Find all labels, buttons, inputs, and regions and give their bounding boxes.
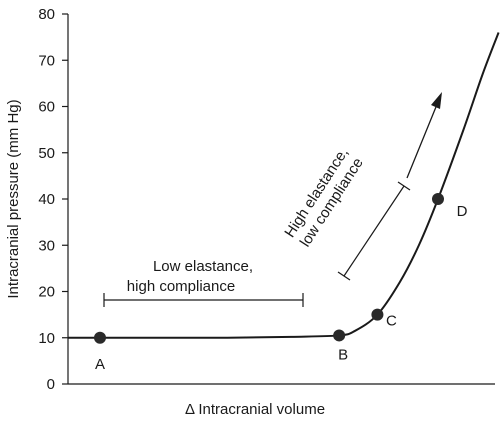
high-elastance-arrow-shaft (406, 101, 439, 179)
low-elastance-label-line2: high compliance (127, 278, 235, 295)
y-ticks: 0 10 20 30 40 50 60 70 80 (38, 6, 68, 393)
y-tick-label: 10 (38, 330, 55, 347)
high-elastance-bracket-start (337, 271, 351, 281)
y-tick-label: 20 (38, 284, 55, 301)
y-tick-label: 0 (47, 376, 55, 393)
point-b (333, 329, 346, 342)
axes (67, 14, 495, 385)
y-tick-label: 40 (38, 191, 55, 208)
point-c (371, 308, 384, 321)
y-axis-title: Intracranial pressure (mm Hg) (5, 99, 22, 298)
high-elastance-arrowhead (431, 92, 442, 109)
point-label-b: B (338, 346, 348, 363)
x-axis-title: Δ Intracranial volume (185, 401, 325, 418)
y-tick-label: 80 (38, 6, 55, 23)
low-elastance-annotation: Low elastance, high compliance (103, 258, 304, 307)
y-tick-label: 60 (38, 99, 55, 116)
y-tick-label: 70 (38, 52, 55, 69)
low-elastance-label-line1: Low elastance, (153, 258, 253, 275)
curve-points: A B C D (94, 193, 468, 373)
high-elastance-annotation: High elastance, low compliance (281, 92, 442, 281)
point-a (94, 331, 106, 344)
point-d (432, 193, 444, 205)
point-label-c: C (386, 313, 397, 330)
high-elastance-bracket-end (397, 181, 411, 191)
point-label-d: D (457, 203, 468, 220)
y-tick-label: 50 (38, 145, 55, 162)
point-label-a: A (95, 356, 105, 373)
y-tick-label: 30 (38, 237, 55, 254)
high-elastance-bracket-line (343, 185, 405, 277)
